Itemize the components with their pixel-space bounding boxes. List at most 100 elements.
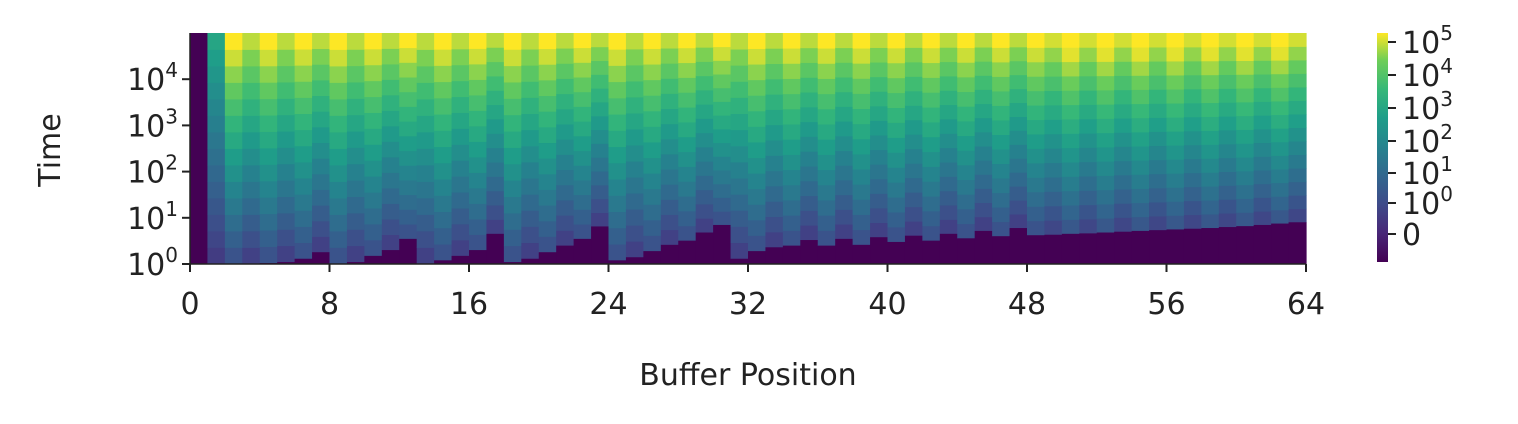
heatmap-cell xyxy=(1061,47,1080,63)
heatmap-cell xyxy=(1096,132,1115,148)
heatmap-cell xyxy=(1009,214,1028,229)
heatmap-cell xyxy=(1079,104,1098,120)
colorbar-tick-label: 105 xyxy=(1402,21,1453,61)
heatmap-cell xyxy=(538,111,557,128)
heatmap-cell xyxy=(381,110,400,127)
heatmap-cell xyxy=(1253,197,1272,212)
heatmap-cell xyxy=(1096,204,1115,219)
heatmap-cell xyxy=(416,49,435,67)
heatmap-cell xyxy=(1009,102,1028,117)
heatmap-cell xyxy=(1218,157,1237,173)
heatmap-cell xyxy=(1271,209,1290,224)
heatmap-cell xyxy=(852,184,871,200)
heatmap-cell xyxy=(800,47,819,63)
heatmap-cell xyxy=(434,114,453,131)
heatmap-cell xyxy=(521,33,540,50)
heatmap-cell xyxy=(1288,73,1307,88)
heatmap-cell xyxy=(957,91,976,107)
heatmap-cell xyxy=(1096,33,1115,48)
heatmap-cell xyxy=(312,95,331,112)
heatmap-cell xyxy=(329,33,348,50)
heatmap-cell xyxy=(1183,102,1202,118)
heatmap-cell xyxy=(399,238,418,264)
heatmap-cell xyxy=(887,47,906,64)
heatmap-cell xyxy=(277,180,296,198)
heatmap-cell xyxy=(556,63,575,79)
heatmap-cell xyxy=(660,63,679,79)
heatmap-cell xyxy=(399,180,418,196)
heatmap-cell xyxy=(521,178,540,195)
x-tick-label: 56 xyxy=(1147,287,1185,322)
heatmap-cell xyxy=(1009,186,1028,201)
heatmap-cell xyxy=(1271,155,1290,170)
heatmap-cell xyxy=(817,169,836,186)
heatmap-cell xyxy=(957,62,976,78)
heatmap-cell xyxy=(748,64,767,81)
heatmap-cell xyxy=(748,188,767,205)
heatmap-cell xyxy=(974,146,993,161)
heatmap-cell xyxy=(1079,118,1098,134)
heatmap-cell xyxy=(1183,172,1202,188)
heatmap-cell xyxy=(835,106,854,122)
heatmap-cell xyxy=(1131,75,1150,90)
heatmap-cell xyxy=(1096,175,1115,191)
heatmap-cell xyxy=(695,161,714,176)
x-axis-label: Buffer Position xyxy=(639,358,856,393)
heatmap-cell xyxy=(451,112,470,129)
heatmap-cell xyxy=(643,204,662,221)
heatmap-cell xyxy=(1079,147,1098,163)
heatmap-cell xyxy=(312,79,331,97)
heatmap-cell xyxy=(748,157,767,174)
heatmap-cell xyxy=(817,48,836,64)
heatmap-cell xyxy=(190,33,209,264)
heatmap-cell xyxy=(556,200,575,216)
heatmap-cell xyxy=(748,142,767,159)
heatmap-cell xyxy=(974,75,993,90)
heatmap-cell xyxy=(835,180,854,196)
heatmap-cell xyxy=(922,136,941,153)
heatmap-cell xyxy=(1061,233,1080,264)
heatmap-cell xyxy=(887,62,906,79)
heatmap-cell xyxy=(346,163,365,181)
heatmap-cell xyxy=(730,242,749,260)
heatmap-cell xyxy=(381,126,400,142)
heatmap-cell xyxy=(852,123,871,140)
heatmap-cell xyxy=(1236,170,1255,186)
heatmap-cell xyxy=(660,78,679,94)
heatmap-cell xyxy=(1166,61,1185,76)
heatmap-cell xyxy=(765,201,784,218)
heatmap-cell xyxy=(591,88,610,103)
heatmap-cell xyxy=(277,229,296,247)
heatmap-cell xyxy=(312,48,331,65)
heatmap-cell xyxy=(1288,154,1307,169)
heatmap-cell xyxy=(224,148,243,166)
heatmap-cell xyxy=(381,203,400,220)
heatmap-cell xyxy=(1271,223,1290,264)
heatmap-cell xyxy=(1027,76,1046,92)
heatmap-cell xyxy=(1166,159,1185,174)
heatmap-cell xyxy=(312,142,331,159)
heatmap-cell xyxy=(1061,90,1080,106)
heatmap-cell xyxy=(678,196,697,212)
heatmap-cell xyxy=(904,148,923,164)
heatmap-cell xyxy=(922,62,941,78)
heatmap-cell xyxy=(904,177,923,193)
heatmap-cell xyxy=(399,91,418,107)
heatmap-cell xyxy=(992,105,1011,121)
heatmap-cell xyxy=(1027,191,1046,207)
x-tick-label: 24 xyxy=(589,287,627,322)
heatmap-cell xyxy=(416,132,435,149)
heatmap-cell xyxy=(556,93,575,110)
heatmap-cell xyxy=(224,66,243,83)
heatmap-cell xyxy=(1027,61,1046,77)
heatmap-cell xyxy=(1183,214,1202,230)
heatmap-cell xyxy=(608,211,627,229)
heatmap-cell xyxy=(207,132,226,149)
heatmap-cell xyxy=(608,65,627,83)
heatmap-cell xyxy=(224,33,243,50)
heatmap-cell xyxy=(852,63,871,79)
heatmap-cell xyxy=(1236,88,1255,103)
heatmap-cell xyxy=(887,33,906,49)
heatmap-cell xyxy=(434,244,453,261)
heatmap-cell xyxy=(1044,90,1063,106)
